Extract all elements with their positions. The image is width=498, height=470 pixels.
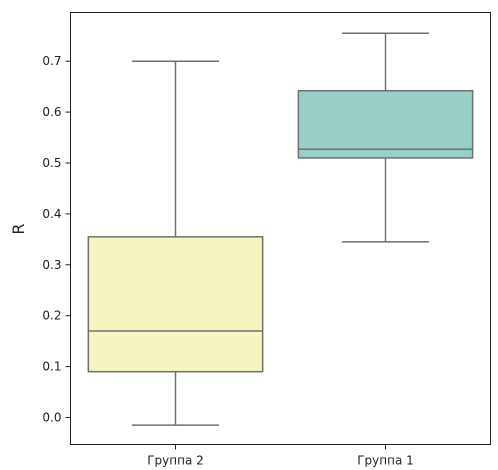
y-tick-label: 0.6 — [42, 105, 61, 119]
x-tick-label: Группа 2 — [147, 454, 204, 468]
y-tick-label: 0.2 — [42, 309, 61, 323]
y-axis-title: R — [9, 223, 28, 234]
y-axis: 0.0 0.1 0.2 0.3 0.4 0.5 0.6 0.7 — [42, 54, 71, 425]
x-axis: Группа 2 Группа 1 — [147, 444, 414, 468]
iqr-box — [87, 236, 264, 373]
iqr-box — [297, 89, 474, 159]
box-group — [297, 32, 474, 243]
y-tick-label: 0.1 — [42, 360, 61, 374]
y-tick-label: 0.3 — [42, 258, 61, 272]
y-tick-label: 0.4 — [42, 207, 61, 221]
boxes-layer — [87, 32, 474, 426]
y-tick-label: 0.0 — [42, 411, 61, 425]
y-tick-label: 0.7 — [42, 54, 61, 68]
x-tick-label: Группа 1 — [357, 454, 414, 468]
plot-frame — [70, 12, 491, 445]
y-tick-label: 0.5 — [42, 156, 61, 170]
box-group — [87, 60, 264, 426]
